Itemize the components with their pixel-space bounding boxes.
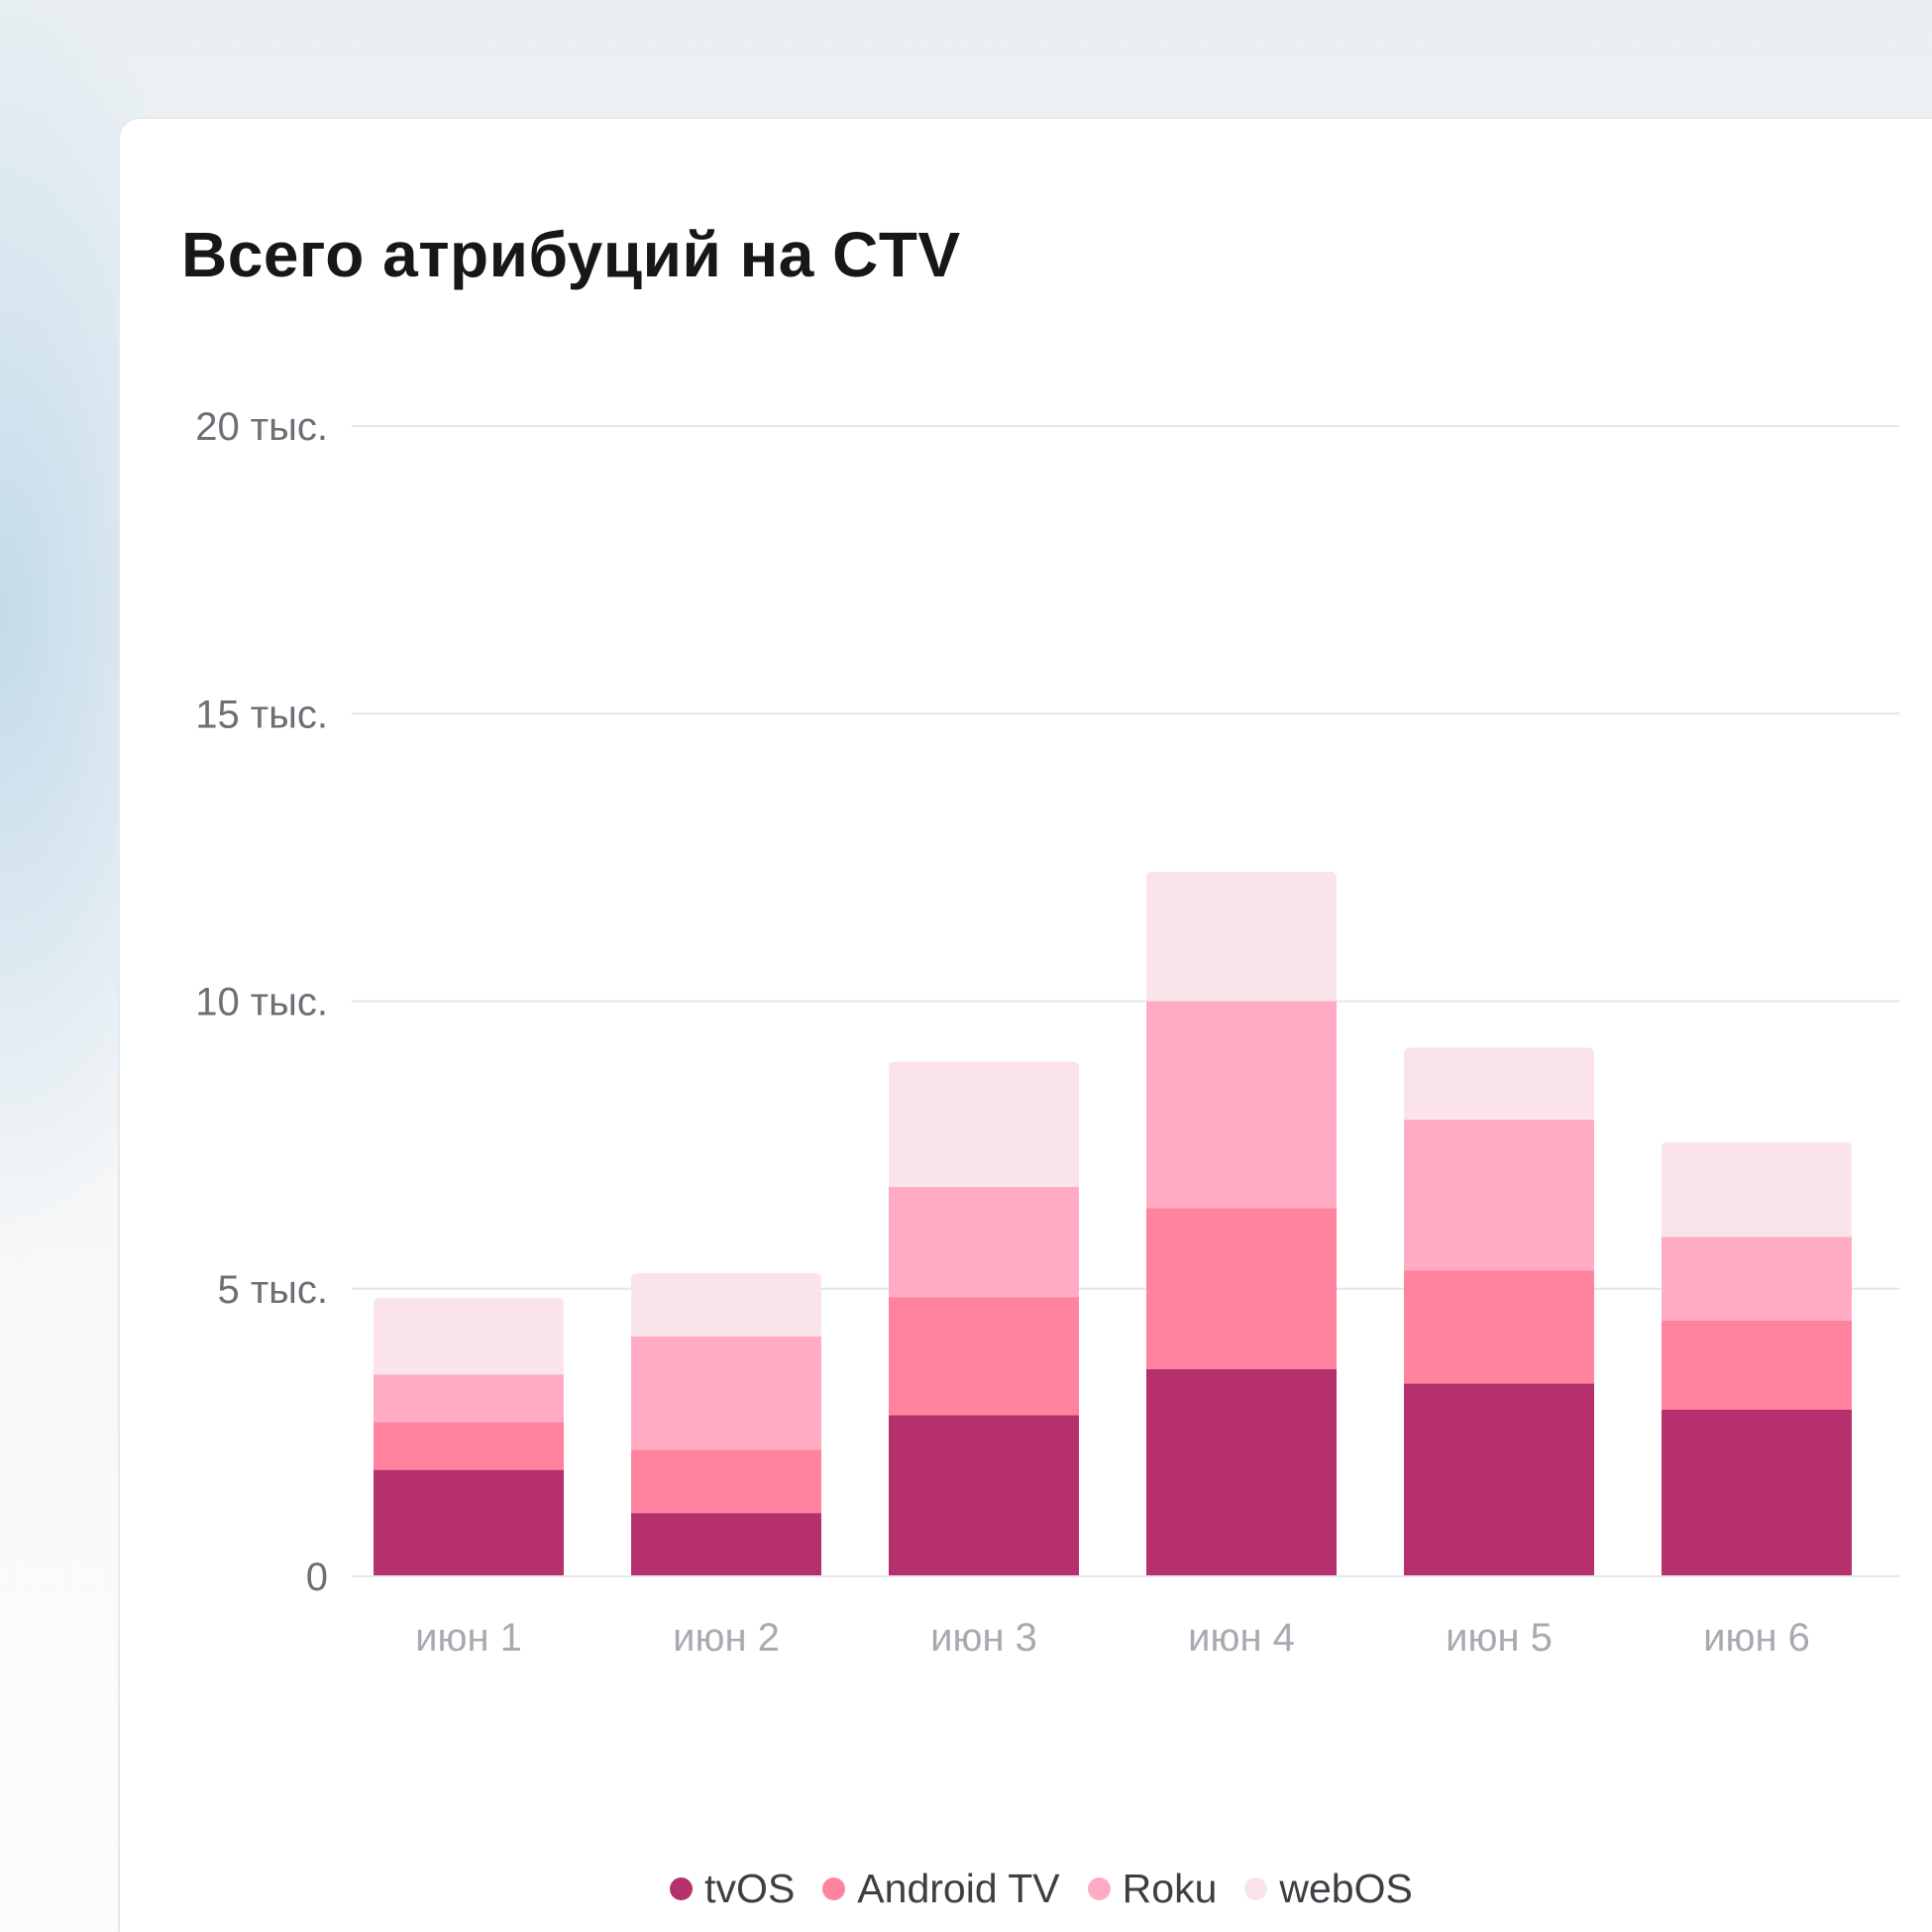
x-tick-label: июн 2 <box>673 1616 780 1660</box>
legend-swatch-icon <box>1244 1878 1268 1900</box>
bar-segment <box>631 1336 821 1450</box>
bar-segment <box>1404 1270 1594 1384</box>
legend-label: Android TV <box>857 1866 1060 1911</box>
legend-item[interactable]: tvOS <box>670 1866 795 1912</box>
bar-segment <box>374 1374 564 1423</box>
y-tick-label: 5 тыс. <box>217 1268 328 1312</box>
bar-segment <box>1404 1120 1594 1271</box>
legend-swatch-icon <box>670 1878 694 1900</box>
chart-title: Всего атрибуций на CTV <box>181 219 961 290</box>
bar-segment <box>889 1061 1079 1188</box>
bar-segment <box>631 1449 821 1514</box>
y-tick-label: 0 <box>306 1556 328 1599</box>
bar-segment <box>631 1273 821 1337</box>
y-tick-label: 20 тыс. <box>195 405 328 449</box>
x-tick-label: июн 6 <box>1703 1616 1810 1660</box>
bar-segment <box>889 1187 1079 1298</box>
y-tick-label: 10 тыс. <box>195 981 328 1024</box>
x-tick-label: июн 3 <box>930 1616 1037 1660</box>
legend-item[interactable]: Roku <box>1087 1866 1218 1912</box>
x-tick-label: июн 1 <box>415 1616 522 1660</box>
legend-item[interactable]: webOS <box>1244 1866 1413 1912</box>
bar-segment <box>631 1513 821 1576</box>
bar-segment <box>1146 871 1337 1002</box>
bar-segment <box>889 1415 1079 1576</box>
legend-item[interactable]: Android TV <box>822 1866 1060 1912</box>
bar-segment <box>889 1297 1079 1416</box>
legend-label: webOS <box>1279 1866 1413 1911</box>
legend-label: tvOS <box>704 1866 796 1911</box>
legend-swatch-icon <box>1087 1878 1111 1900</box>
bar-segment <box>1662 1236 1852 1321</box>
bar-segment <box>1662 1409 1852 1576</box>
bar-segment <box>1404 1383 1594 1576</box>
x-tick-label: июн 4 <box>1188 1616 1295 1660</box>
x-tick-label: июн 5 <box>1446 1616 1553 1660</box>
chart-legend: tvOS Android TV Roku webOS <box>120 1866 1932 1912</box>
stacked-bar-chart: 0 5 тыс. 10 тыс. 15 тыс. 20 тыс. июн 1 июн 2 ию… <box>195 405 1899 1660</box>
bar-segment <box>1662 1320 1852 1410</box>
chart-card: Всего атрибуций на CTV 0 5 тыс. 10 тыс. 15 … <box>118 117 1932 1932</box>
legend-label: Roku <box>1122 1866 1218 1911</box>
bar-segment <box>1146 1369 1337 1576</box>
bar-segment <box>1404 1047 1594 1121</box>
bar-segment <box>1662 1141 1852 1237</box>
bar-segment <box>374 1422 564 1470</box>
bar-segment <box>374 1469 564 1576</box>
bar-segment <box>1146 1208 1337 1370</box>
y-tick-label: 15 тыс. <box>195 693 328 736</box>
bar-segment <box>1146 1001 1337 1209</box>
bar-segment <box>374 1298 564 1375</box>
legend-swatch-icon <box>822 1878 846 1900</box>
